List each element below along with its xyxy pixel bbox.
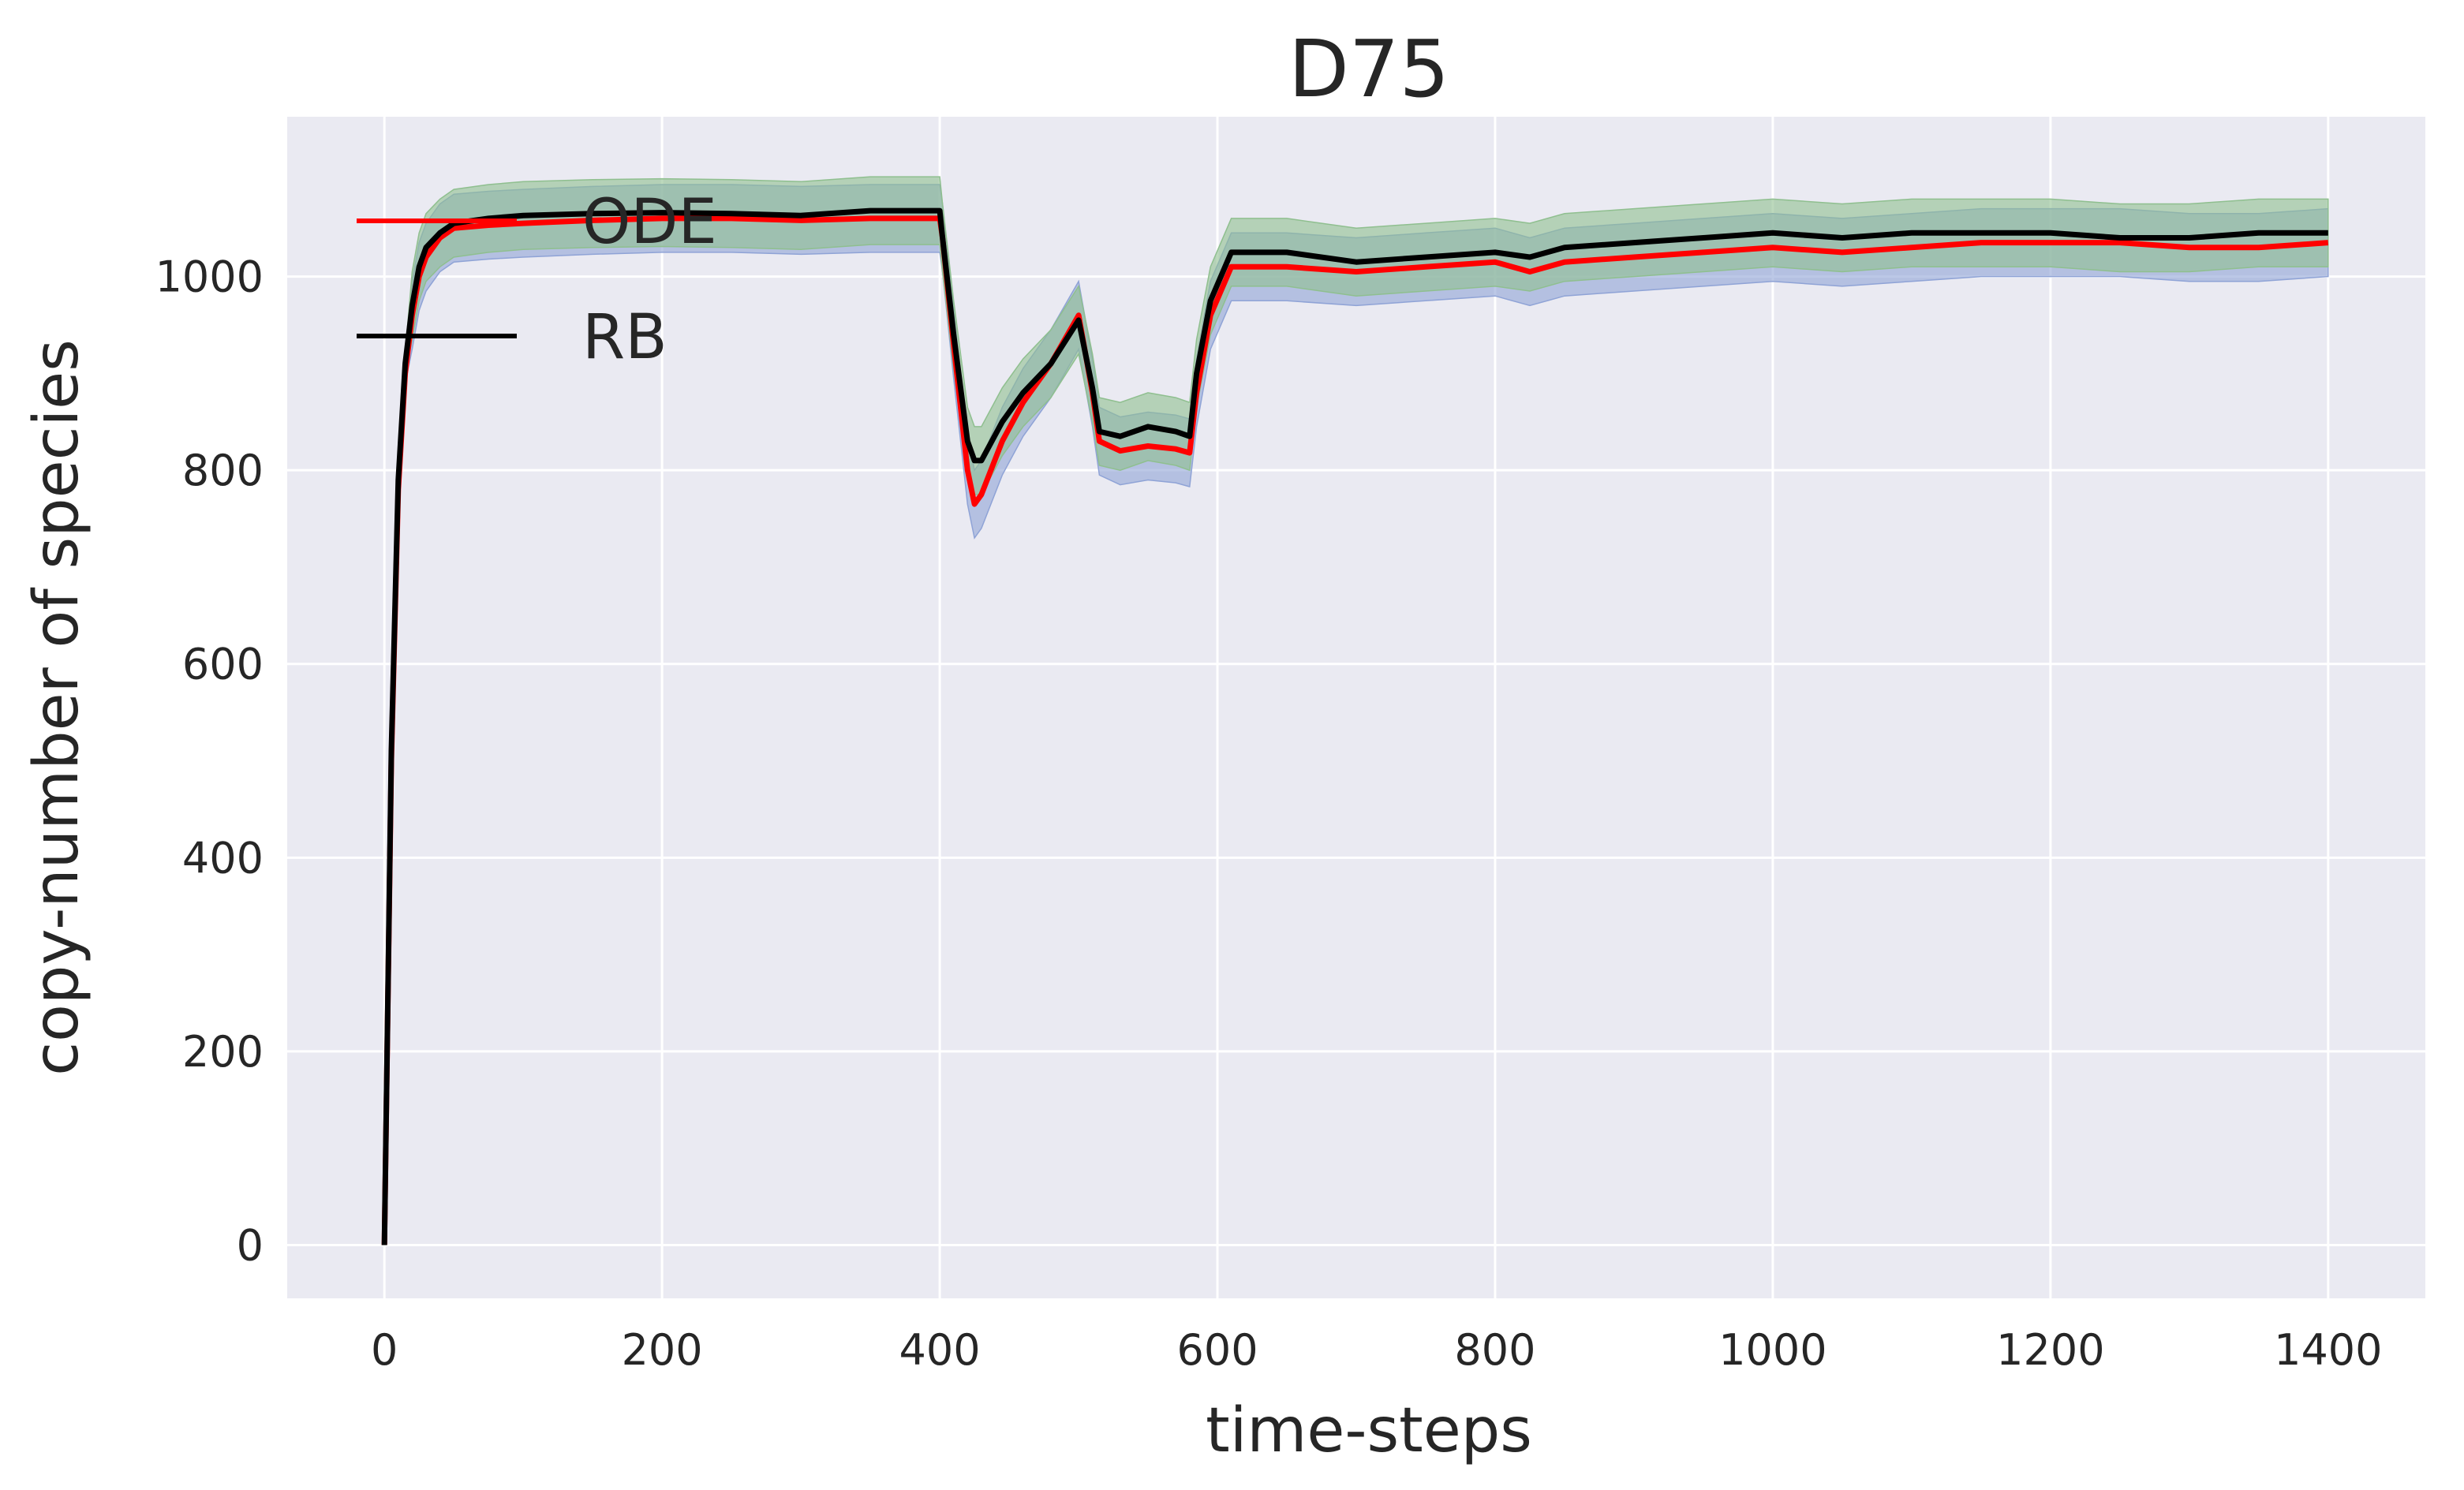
x-tick-label: 1400 — [2274, 1325, 2382, 1375]
y-tick-label: 800 — [182, 446, 264, 495]
y-tick-labels: 0 200 400 600 800 1000 — [155, 252, 264, 1271]
y-tick-label: 1000 — [155, 252, 264, 302]
y-tick-label: 600 — [182, 640, 264, 689]
chart-title: D75 — [1288, 23, 1449, 115]
x-tick-label: 800 — [1454, 1325, 1535, 1375]
x-tick-label: 600 — [1176, 1325, 1258, 1375]
y-tick-label: 200 — [182, 1027, 264, 1077]
plot-background — [287, 117, 2425, 1298]
legend: ODE RB — [357, 187, 717, 373]
y-tick-label: 0 — [237, 1220, 264, 1270]
x-tick-label: 1000 — [1718, 1325, 1827, 1375]
x-tick-label: 200 — [622, 1325, 703, 1375]
x-tick-labels: 0 200 400 600 800 1000 1200 1400 — [371, 1325, 2383, 1375]
x-tick-label: 1200 — [1996, 1325, 2104, 1375]
confidence-bands — [383, 176, 2329, 1245]
y-axis-label: copy-number of species — [21, 339, 92, 1076]
x-tick-label: 400 — [899, 1325, 981, 1375]
band-rb — [383, 176, 2329, 1245]
y-tick-label: 400 — [182, 833, 264, 883]
legend-label-rb: RB — [582, 302, 667, 373]
legend-label-ode: ODE — [582, 187, 717, 258]
x-tick-label: 0 — [371, 1325, 398, 1375]
x-axis-label: time-steps — [1206, 1395, 1532, 1466]
